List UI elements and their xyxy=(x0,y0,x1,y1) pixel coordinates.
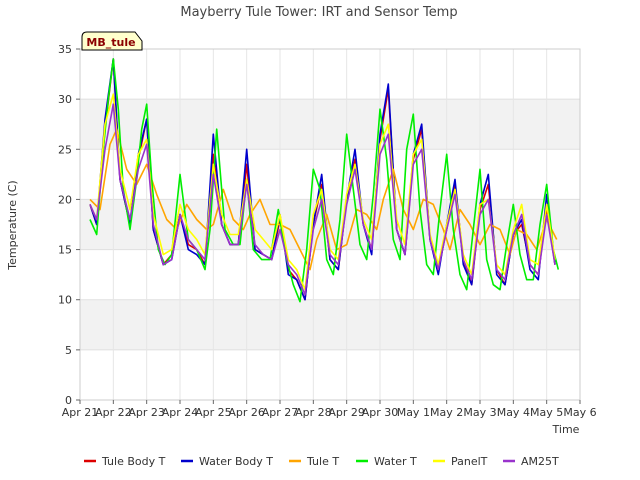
legend-item: Tule Body T xyxy=(84,455,166,468)
y-tick-label: 5 xyxy=(65,344,72,357)
grid-band xyxy=(80,299,580,350)
x-tick-label: May 3 xyxy=(463,406,496,419)
x-axis-label: Time xyxy=(552,423,580,436)
x-tick-label: Apr 23 xyxy=(128,406,165,419)
legend-label: PanelT xyxy=(451,455,488,468)
legend-label: Water T xyxy=(374,455,417,468)
y-tick-label: 35 xyxy=(58,43,72,56)
legend-label: AM25T xyxy=(521,455,559,468)
y-tick-label: 30 xyxy=(58,93,72,106)
legend-label: Tule Body T xyxy=(101,455,166,468)
x-tick-label: Apr 29 xyxy=(328,406,365,419)
legend-item: AM25T xyxy=(503,455,559,468)
x-tick-label: May 6 xyxy=(563,406,596,419)
x-tick-label: May 2 xyxy=(430,406,463,419)
x-tick-label: Apr 28 xyxy=(295,406,332,419)
x-tick-label: Apr 22 xyxy=(95,406,132,419)
y-axis-label: Temperature (C) xyxy=(6,180,19,270)
legend-item: Water T xyxy=(356,455,417,468)
x-tick-label: Apr 26 xyxy=(228,406,265,419)
legend: Tule Body T Water Body T Tule T Water T Pane… xyxy=(84,455,559,468)
x-tick-label: Apr 24 xyxy=(162,406,199,419)
legend-label: Tule T xyxy=(306,455,339,468)
x-tick-label: Apr 30 xyxy=(362,406,399,419)
y-tick-label: 0 xyxy=(65,394,72,407)
legend-label: Water Body T xyxy=(199,455,273,468)
plot-border xyxy=(79,48,581,401)
x-tick-label: May 4 xyxy=(497,406,530,419)
chart-title: Mayberry Tule Tower: IRT and Sensor Temp xyxy=(180,5,457,20)
plot-area xyxy=(89,58,560,303)
x-tick-label: Apr 25 xyxy=(195,406,232,419)
station-badge: MB_tule xyxy=(81,31,143,51)
legend-item: Water Body T xyxy=(181,455,273,468)
y-tick-label: 20 xyxy=(58,193,72,206)
x-tick-label: Apr 27 xyxy=(262,406,299,419)
grid-band xyxy=(80,99,580,150)
series-line-panelt xyxy=(89,93,556,291)
x-tick-label: May 5 xyxy=(530,406,563,419)
legend-item: Tule T xyxy=(289,455,339,468)
station-label: MB_tule xyxy=(86,36,135,49)
series-line-tule-t xyxy=(89,128,558,271)
x-tick-label: May 1 xyxy=(397,406,430,419)
y-tick-label: 25 xyxy=(58,143,72,156)
y-tick-label: 15 xyxy=(58,244,72,257)
x-tick-label: Apr 21 xyxy=(62,406,99,419)
y-tick-label: 10 xyxy=(58,294,72,307)
legend-item: PanelT xyxy=(433,455,488,468)
series-line-am25t xyxy=(89,103,556,296)
